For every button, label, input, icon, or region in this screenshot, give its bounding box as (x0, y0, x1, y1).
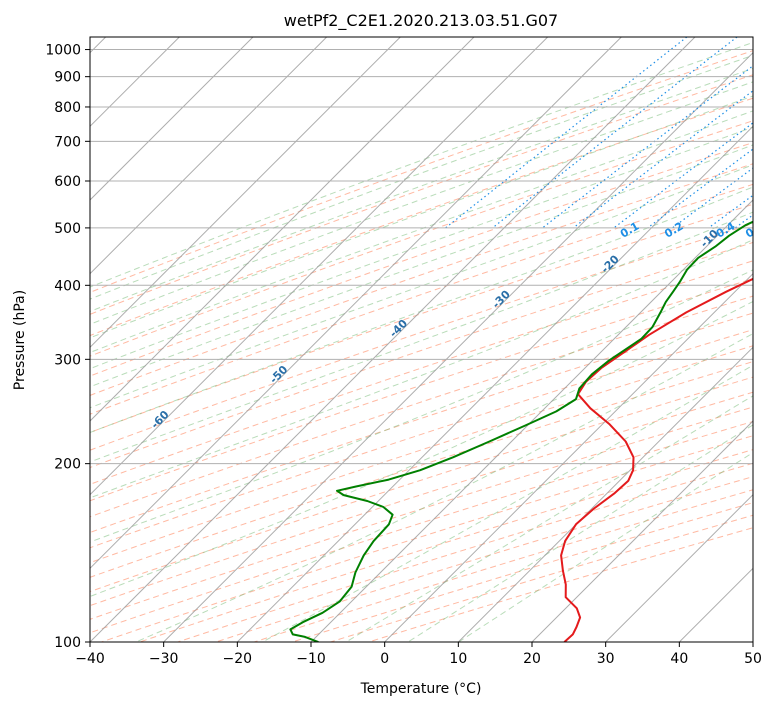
y-tick-label: 1000 (45, 43, 81, 59)
isotherm-line (236, 125, 753, 642)
isotherm-line (457, 346, 753, 642)
isotherm-line (90, 37, 549, 496)
x-axis-label: Temperature (°C) (360, 681, 482, 697)
dry-adiabat-line (101, 435, 753, 642)
dry-adiabat-line (90, 142, 753, 377)
moist-adiabat-line (135, 333, 753, 642)
mixing-ratio-line (542, 65, 753, 229)
x-tick-label: −20 (223, 651, 253, 667)
dry-adiabat-line (90, 183, 753, 415)
isotherm-line (90, 37, 475, 422)
dry-adiabat-line (90, 120, 753, 357)
y-tick-label: 100 (54, 635, 81, 651)
x-tick-label: −30 (149, 651, 179, 667)
dry-adiabat-line (139, 449, 753, 642)
plot-background (90, 37, 753, 642)
mixing-ratio-line (445, 37, 688, 229)
moist-adiabat-line (262, 364, 753, 642)
y-axis-label: Pressure (hPa) (12, 290, 28, 390)
x-tick-label: 0 (380, 651, 389, 667)
mixing-ratio-label: 0.6 (743, 219, 767, 240)
dry-adiabat-line (254, 489, 753, 642)
dewpoint-line (289, 220, 753, 642)
mixing-ratio-line (572, 89, 753, 229)
x-tick-label: −40 (75, 651, 105, 667)
mixing-ratio-line (708, 194, 753, 229)
moist-adiabat-line (90, 67, 753, 313)
isotherm-line (90, 37, 696, 642)
isotherm-line (90, 37, 622, 570)
dry-adiabat-line (90, 163, 753, 396)
isotherm-line (384, 272, 753, 642)
isotherm-line (163, 51, 753, 642)
dry-adiabat-line (215, 476, 753, 642)
moist-adiabat-line (90, 144, 753, 388)
pressure-grid (90, 49, 753, 642)
x-tick-label: 50 (744, 651, 762, 667)
y-tick-label: 800 (54, 100, 81, 116)
y-tick-label: 200 (54, 457, 81, 473)
moist-adiabat-line (90, 54, 753, 300)
moist-adiabat-line (90, 164, 753, 409)
moist-adiabat-line (90, 95, 753, 339)
x-tick-label: 20 (523, 651, 541, 667)
chart-title: wetPf2_C2E1.2020.213.03.51.G07 (284, 11, 558, 31)
background-lines (90, 37, 753, 642)
x-tick-label: 40 (670, 651, 688, 667)
isotherm-line (90, 37, 328, 275)
moist-adiabat-line (90, 239, 753, 499)
y-tick-label: 400 (54, 278, 81, 294)
dry-adiabat-line (90, 361, 753, 578)
y-tick-label: 900 (54, 70, 81, 86)
x-tick-label: 30 (597, 651, 615, 667)
dry-adiabat-line (90, 329, 753, 549)
y-tick-label: 600 (54, 174, 81, 190)
dry-adiabat-line (292, 502, 753, 642)
mixing-ratio-line (647, 148, 753, 229)
moist-adiabat-line (90, 211, 753, 463)
dry-adiabat-line (90, 345, 753, 564)
moist-adiabat-line (90, 81, 753, 325)
y-tick-label: 700 (54, 134, 81, 150)
moist-adiabat-line (90, 126, 753, 370)
isotherm-line (90, 37, 401, 349)
isotherm-line (310, 199, 753, 642)
dry-adiabat-line (177, 462, 753, 642)
x-tick-label: 10 (449, 651, 467, 667)
dry-adiabat-line (90, 97, 753, 337)
plot-frame (89, 36, 754, 643)
isotherm-line (90, 37, 254, 201)
dry-adiabat-line (90, 50, 753, 293)
y-tick-label: 300 (54, 352, 81, 368)
y-tick-label: 500 (54, 221, 81, 237)
isotherm-line (605, 493, 753, 642)
y-axis-ticks: 100 200 300 400 500 600 700 800 900 1000 (45, 43, 90, 651)
isotherm-line (531, 420, 753, 642)
temperature-line (560, 277, 753, 642)
sounding-series (289, 220, 753, 642)
x-axis-ticks: −40 −30 −20 −10 0 10 20 30 40 50 (75, 642, 762, 667)
x-tick-label: −10 (296, 651, 326, 667)
